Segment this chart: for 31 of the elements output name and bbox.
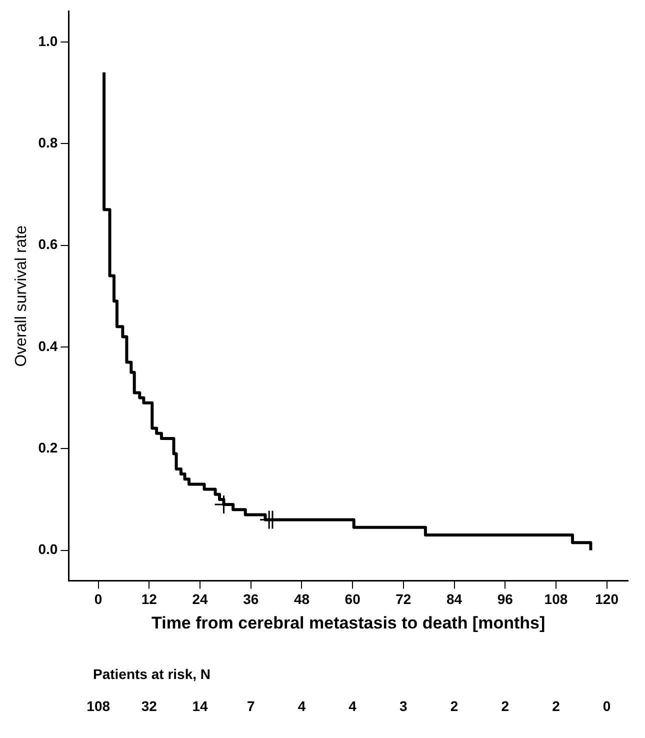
x-tick-label: 0 (94, 591, 102, 608)
text: 4 (298, 698, 306, 714)
text: 108 (86, 698, 110, 714)
x-tick-label: 96 (497, 591, 514, 608)
y-tick-label: 0.0 (38, 541, 58, 558)
x-tick-label: 24 (192, 591, 208, 608)
text: 4 (348, 698, 357, 714)
y-axis-title: Overall survival rate (13, 225, 30, 367)
x-tick-label: 60 (344, 591, 361, 608)
x-tick-label: 120 (595, 591, 619, 608)
x-axis-title: Time from cerebral metastasis to death [months] (152, 613, 546, 632)
x-tick-label: 108 (544, 591, 568, 608)
y-tick-label: 1.0 (38, 32, 58, 49)
y-tick-label: 0.8 (38, 134, 58, 150)
y-tick-label: 0.4 (38, 338, 58, 354)
text: 14 (192, 698, 208, 714)
text: 2 (552, 698, 560, 714)
text: 32 (141, 698, 158, 714)
y-tick-label: 0.2 (38, 439, 58, 456)
text: 3 (400, 698, 408, 714)
text: 7 (246, 698, 255, 714)
text: 2 (450, 698, 458, 714)
x-tick-label: 84 (446, 591, 462, 608)
x-tick-label: 72 (396, 591, 412, 608)
text: Patients at risk, N (93, 666, 210, 682)
text: 0 (602, 698, 611, 714)
text: 2 (501, 698, 510, 714)
x-tick-label: 48 (294, 591, 310, 608)
x-tick-label: 36 (243, 591, 259, 608)
x-tick-label: 12 (141, 591, 158, 608)
y-tick-label: 0.6 (38, 236, 58, 252)
